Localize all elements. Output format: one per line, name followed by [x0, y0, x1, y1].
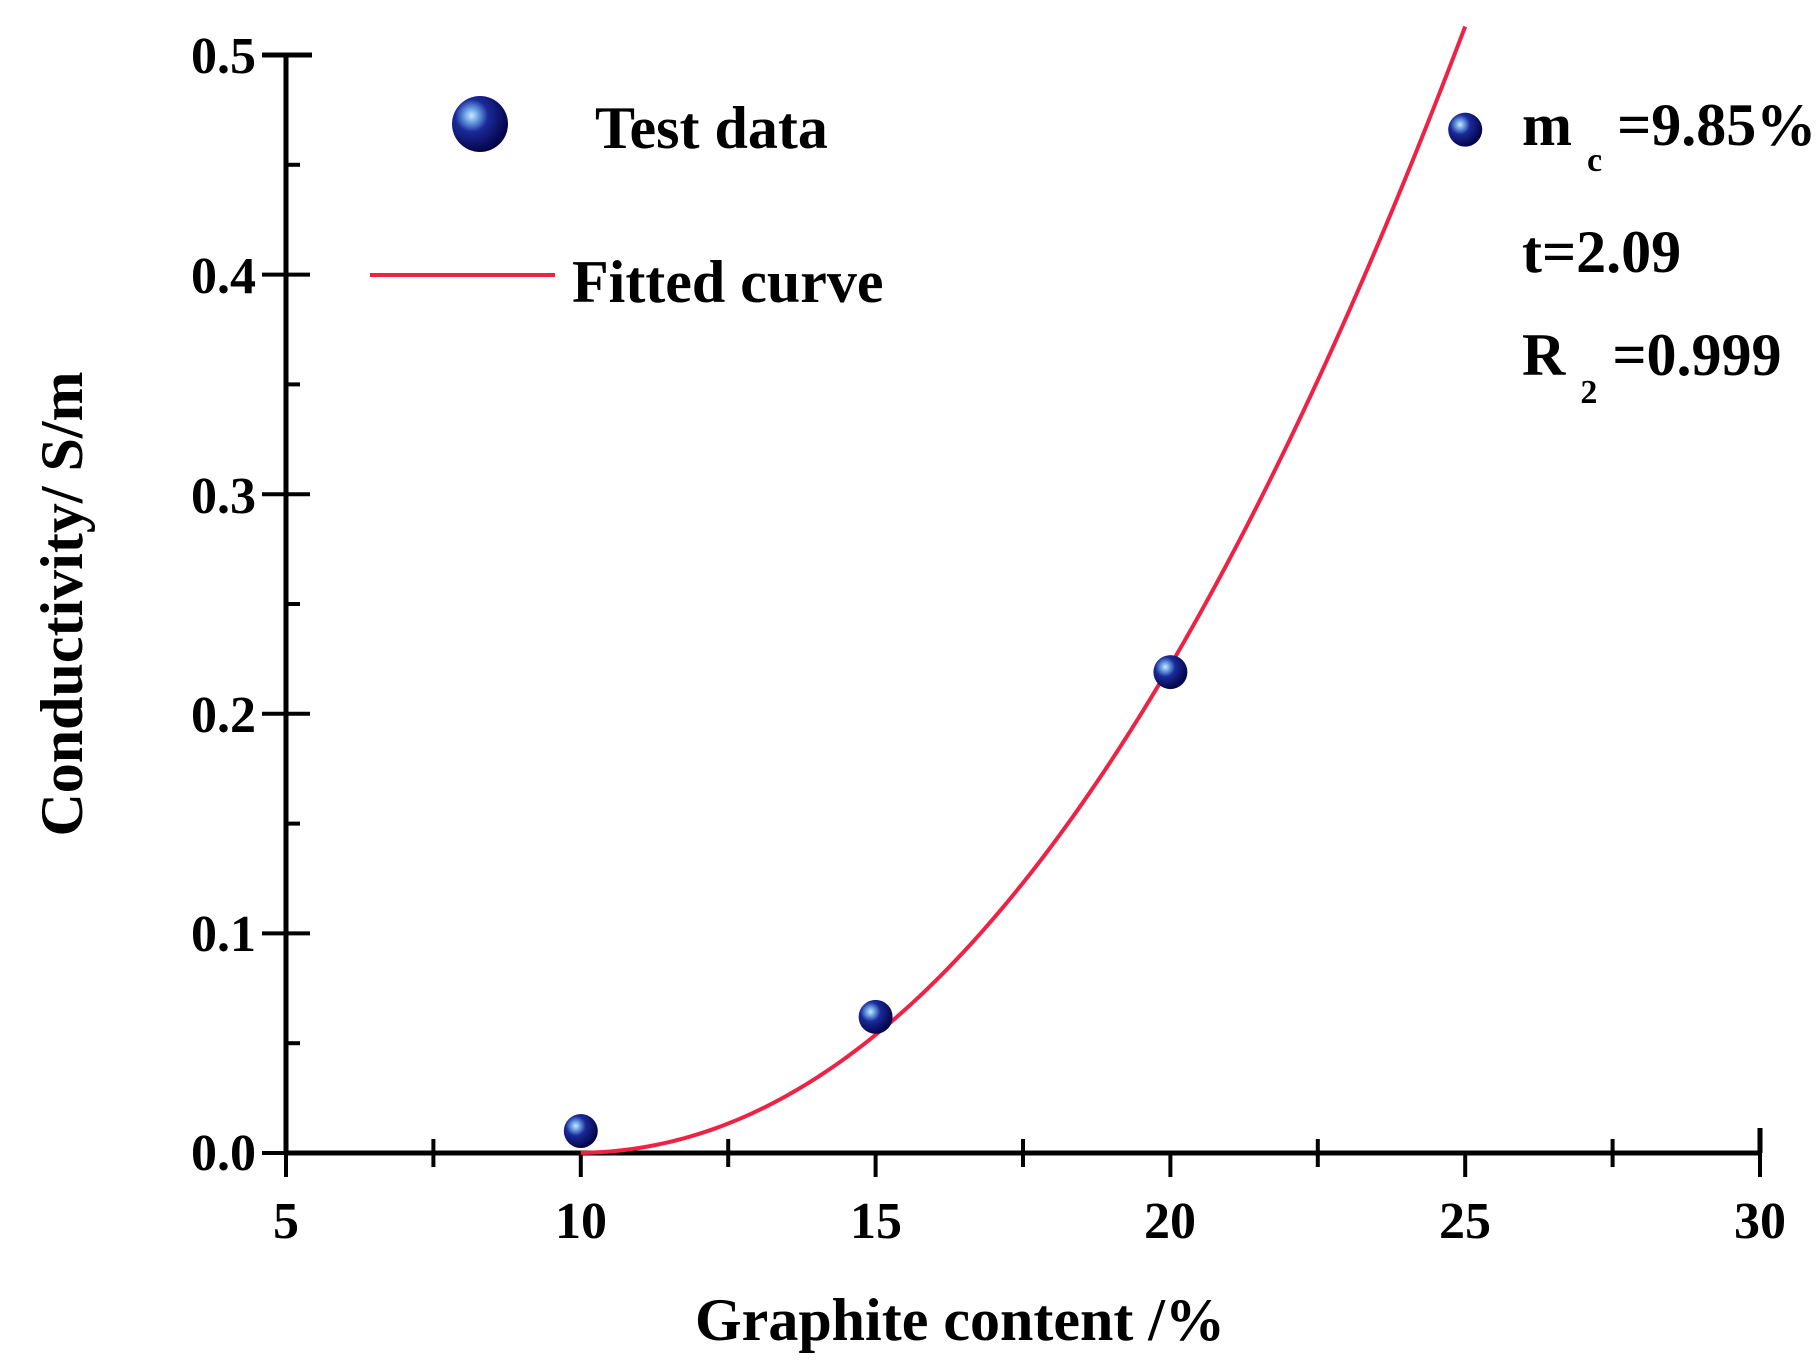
annotation-mc-sub: c [1587, 142, 1602, 179]
x-tick-label-20: 20 [1144, 1193, 1196, 1250]
annotation-mc-main: m [1522, 92, 1572, 158]
legend-fitted-curve-label: Fitted curve [572, 249, 884, 315]
y-tick-label-2: 0.2 [191, 687, 256, 744]
x-tick-label-30: 30 [1734, 1193, 1786, 1250]
annotation-r2-sub: 2 [1580, 374, 1597, 411]
y-tick-label-3: 0.3 [191, 468, 256, 525]
annotation-mc: m c =9.85% [1522, 92, 1816, 184]
x-tick-label-25: 25 [1439, 1193, 1491, 1250]
y-tick-label-0: 0.0 [191, 1125, 256, 1182]
y-tick-label-5: 0.5 [191, 28, 256, 85]
x-ticks [284, 1139, 1762, 1177]
annotation-r2-main: R [1522, 322, 1566, 388]
legend-test-data-label: Test data [595, 95, 828, 161]
test-data-points [563, 112, 1483, 1149]
y-axis-title: Conductivity/ S/m [29, 371, 95, 836]
data-point [563, 1114, 598, 1149]
annotation-r2-value: =0.999 [1612, 322, 1781, 388]
data-point [1153, 655, 1188, 690]
x-tick-label-5: 5 [273, 1193, 299, 1250]
annotation-r2: R 2 =0.999 [1522, 322, 1782, 416]
fit-annotations: m c =9.85% t=2.09 R 2 =0.999 [1522, 92, 1816, 416]
annotation-t: t=2.09 [1522, 219, 1681, 285]
legend: Test data Fitted curve [370, 95, 884, 315]
x-tick-labels: 5 10 15 20 25 30 [273, 1193, 1786, 1250]
y-tick-label-4: 0.4 [191, 248, 256, 305]
x-tick-label-15: 15 [850, 1193, 902, 1250]
fitted-curve-line [580, 25, 1468, 1155]
x-tick-label-10: 10 [555, 1193, 607, 1250]
data-point [1448, 112, 1483, 147]
x-axis-title: Graphite content /% [695, 1287, 1225, 1353]
y-tick-labels: 0.0 0.1 0.2 0.3 0.4 0.5 [191, 28, 256, 1182]
annotation-mc-value: =9.85% [1617, 92, 1816, 158]
data-point [858, 999, 893, 1034]
y-tick-label-1: 0.1 [191, 906, 256, 963]
legend-test-data-marker [452, 96, 508, 152]
